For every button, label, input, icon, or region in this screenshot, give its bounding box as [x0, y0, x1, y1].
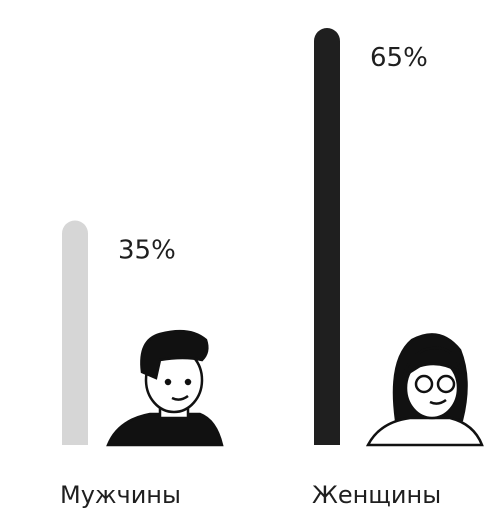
woman-illustration [365, 333, 484, 447]
bar-base [62, 432, 88, 445]
bar [62, 220, 88, 445]
man-illustration [106, 329, 224, 447]
value-label: 65% [370, 43, 428, 73]
category-label: Женщины [312, 481, 441, 509]
category-label: Мужчины [60, 481, 181, 509]
bar-base [314, 432, 340, 445]
bar [314, 28, 340, 445]
value-label: 35% [118, 235, 176, 265]
